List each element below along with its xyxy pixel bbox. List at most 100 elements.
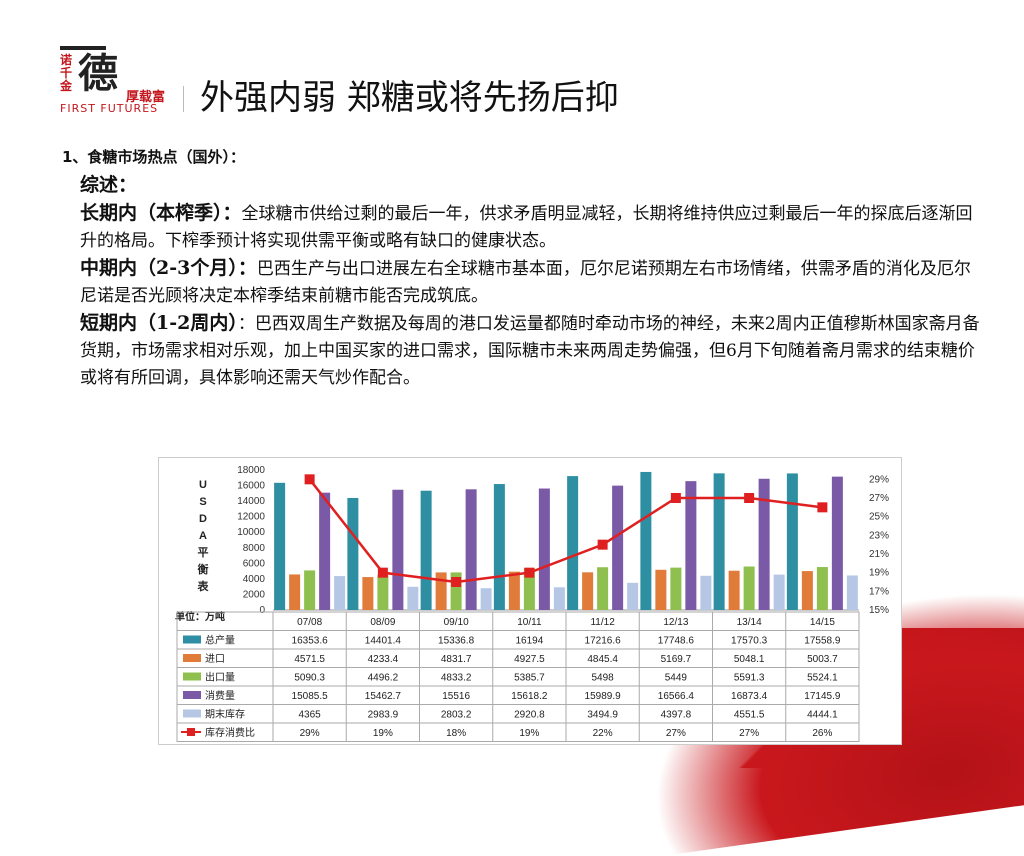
table-cell: 17145.9 xyxy=(804,691,841,702)
table-cell: 5591.3 xyxy=(734,673,765,684)
table-cell: 4233.4 xyxy=(368,654,399,665)
table-cell: 26% xyxy=(812,728,832,739)
long-term-label: 长期内（本榨季）： xyxy=(80,202,242,224)
table-cell: 17570.3 xyxy=(731,636,768,647)
marker-库存消费比 xyxy=(744,493,755,503)
mid-term-paragraph: 中期内（2-3个月）：巴西生产与出口进展左右全球糖市基本面，厄尔尼诺预期左右市场… xyxy=(80,255,980,310)
bar-总产量 xyxy=(567,476,579,610)
y2-tick-label: 19% xyxy=(869,568,889,579)
table-cell: 5449 xyxy=(665,673,688,684)
bar-消费量 xyxy=(538,488,550,610)
x-category-label: 08/09 xyxy=(370,617,395,628)
marker-库存消费比 xyxy=(597,539,608,550)
y-axis-label-char: U xyxy=(199,479,207,491)
usda-balance-chart: U S D A 平衡表单位：万吨 0 2000 4000 6000 8000 10000 12000 1… xyxy=(158,457,902,745)
body-text: 综述： 长期内（本榨季）：全球糖市供给过剩的最后一年，供求矛盾明显减轻，长期将维… xyxy=(80,172,980,392)
bar-总产量 xyxy=(420,490,432,610)
table-cell: 17558.9 xyxy=(804,636,841,647)
table-cell: 2920.8 xyxy=(514,710,545,721)
legend-key-marker xyxy=(187,728,195,736)
y-tick-label: 10000 xyxy=(237,527,265,538)
bar-期末库存 xyxy=(407,586,419,610)
bar-消费量 xyxy=(758,478,770,610)
table-cell: 5524.1 xyxy=(807,673,838,684)
y-tick-label: 12000 xyxy=(237,512,265,523)
y2-tick-label: 29% xyxy=(869,474,889,485)
marker-库存消费比 xyxy=(377,567,388,578)
table-cell: 29% xyxy=(300,728,320,739)
bar-进口 xyxy=(801,571,813,610)
y-axis-label-char: 衡 xyxy=(198,562,209,576)
bar-出口量 xyxy=(377,575,389,610)
logo-side-text: 诺千金 xyxy=(60,53,73,93)
table-cell: 5385.7 xyxy=(514,673,545,684)
summary-line: 综述： xyxy=(80,172,980,200)
table-cell: 4496.2 xyxy=(368,673,399,684)
legend-label: 总产量 xyxy=(205,634,235,647)
table-cell: 15085.5 xyxy=(292,691,329,702)
legend-key xyxy=(183,709,201,718)
bar-消费量 xyxy=(392,489,404,610)
marker-库存消费比 xyxy=(524,567,535,578)
legend-key xyxy=(183,654,201,662)
table-cell: 5169.7 xyxy=(661,654,692,665)
bar-总产量 xyxy=(640,471,652,610)
bar-总产量 xyxy=(786,473,798,610)
bar-总产量 xyxy=(274,482,286,610)
mid-term-text: 巴西生产与出口进展左右全球糖市基本面，厄尔尼诺预期左右市场情绪，供需矛盾的消化及… xyxy=(80,259,971,306)
table-cell: 19% xyxy=(519,728,539,739)
table-cell: 14401.4 xyxy=(365,636,402,647)
data-table-frame xyxy=(176,611,860,742)
slide-title: 外强内弱 郑糖或将先扬后抑 xyxy=(200,78,619,118)
company-logo: 诺千金 德 厚载富 FIRST FUTURES xyxy=(60,46,190,116)
table-cell: 16873.4 xyxy=(731,691,768,702)
title-divider xyxy=(183,86,184,112)
logo-main-char: 德 xyxy=(78,50,118,97)
table-cell: 15516 xyxy=(442,691,470,702)
section-subtitle: 1、食糖市场热点（国外）： xyxy=(62,148,245,166)
bar-期末库存 xyxy=(700,575,712,610)
logo-english: FIRST FUTURES xyxy=(60,102,159,115)
table-cell: 16353.6 xyxy=(292,636,329,647)
logo-bar xyxy=(60,46,106,50)
bar-消费量 xyxy=(685,481,697,610)
x-category-label: 09/10 xyxy=(444,617,469,628)
table-cell: 16194 xyxy=(515,636,543,647)
y2-tick-label: 23% xyxy=(869,530,889,541)
x-category-label: 13/14 xyxy=(737,617,762,628)
bar-消费量 xyxy=(831,476,843,610)
y-tick-label: 18000 xyxy=(237,465,265,476)
bar-进口 xyxy=(728,570,740,610)
table-cell: 19% xyxy=(373,728,393,739)
legend-key xyxy=(183,635,201,644)
y-tick-label: 2000 xyxy=(243,589,266,600)
table-cell: 4551.5 xyxy=(734,710,765,721)
y-axis-label-char: S xyxy=(199,496,206,508)
bar-总产量 xyxy=(713,473,725,610)
y-tick-label: 14000 xyxy=(237,496,265,507)
y-axis-label-char: A xyxy=(199,530,207,542)
y2-tick-label: 27% xyxy=(869,493,889,504)
table-cell: 15336.8 xyxy=(438,636,475,647)
y2-tick-label: 17% xyxy=(869,586,889,597)
bar-期末库存 xyxy=(553,587,565,610)
bar-期末库存 xyxy=(334,576,346,610)
bar-消费量 xyxy=(319,492,331,610)
y-axis-label-char: 平 xyxy=(198,546,209,559)
legend-label: 消费量 xyxy=(205,689,235,702)
table-cell: 2983.9 xyxy=(368,710,399,721)
bar-进口 xyxy=(508,571,520,610)
short-term-paragraph: 短期内（1-2周内）：巴西双周生产数据及每周的港口发运量都随时牵动市场的神经，未… xyxy=(80,310,980,392)
long-term-text: 全球糖市供给过剩的最后一年，供求矛盾明显减轻，长期将维持供应过剩最后一年的探底后… xyxy=(80,204,973,251)
bar-出口量 xyxy=(597,567,609,610)
y-tick-label: 4000 xyxy=(243,574,266,585)
table-cell: 2803.2 xyxy=(441,710,472,721)
bar-期末库存 xyxy=(480,588,492,610)
bar-总产量 xyxy=(493,484,505,610)
table-cell: 5090.3 xyxy=(294,673,325,684)
table-cell: 17216.6 xyxy=(585,636,622,647)
bar-出口量 xyxy=(743,566,755,610)
bar-消费量 xyxy=(465,489,477,610)
legend-key xyxy=(183,672,201,681)
x-category-label: 07/08 xyxy=(297,617,322,628)
